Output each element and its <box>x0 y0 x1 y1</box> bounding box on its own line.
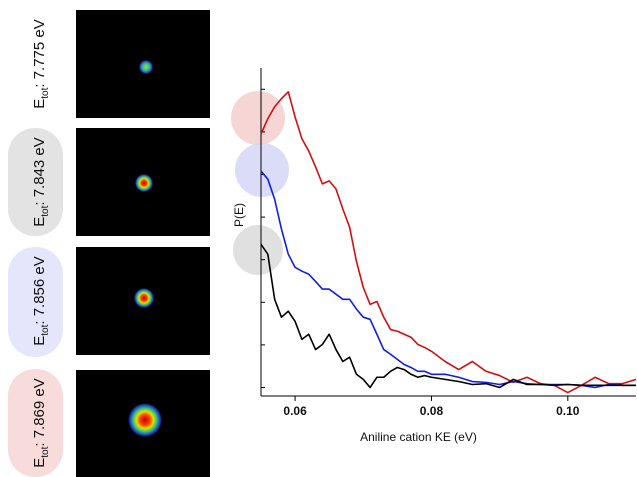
label-sub: tot <box>40 446 51 457</box>
label-sub: tot <box>40 324 51 335</box>
panel-label: Etot: 7.856 eV <box>31 256 51 346</box>
label-value: : 7.856 eV <box>31 256 48 324</box>
x-axis-title: Aniline cation KE (eV) <box>360 430 477 444</box>
label-value: : 7.869 eV <box>31 378 48 446</box>
image-spot <box>135 174 153 192</box>
panel-label: Etot: 7.775 eV <box>31 19 51 109</box>
label-main: E <box>31 458 48 468</box>
label-value: : 7.775 eV <box>31 19 48 87</box>
marker-blue <box>235 143 289 197</box>
detector-images <box>76 10 210 477</box>
series-line <box>260 243 636 389</box>
pill-gray <box>8 128 63 236</box>
marker-red <box>231 91 285 145</box>
chart-circles <box>231 91 289 275</box>
marker-gray <box>233 225 283 275</box>
pill-red <box>8 369 63 477</box>
series-line <box>260 170 636 389</box>
image-spot <box>134 288 154 308</box>
y-axis-title: P(E) <box>232 203 246 227</box>
label-pills <box>8 128 63 477</box>
label-main: E <box>31 336 48 346</box>
panel-label: Etot: 7.843 eV <box>31 137 51 227</box>
pill-blue <box>8 247 63 357</box>
label-sub: tot <box>40 87 51 98</box>
label-main: E <box>31 99 48 109</box>
label-sub: tot <box>40 205 51 216</box>
x-tick-label: 0.10 <box>556 404 580 418</box>
panel-label: Etot: 7.869 eV <box>31 378 51 468</box>
label-main: E <box>31 217 48 227</box>
label-value: : 7.843 eV <box>31 137 48 205</box>
image-spot <box>128 403 162 437</box>
chart: 0.06 0.08 0.10 Aniline cation KE (eV) P(E) <box>232 68 637 444</box>
x-tick-label: 0.08 <box>420 404 444 418</box>
image-spot <box>139 60 153 74</box>
x-tick-label: 0.06 <box>283 404 307 418</box>
